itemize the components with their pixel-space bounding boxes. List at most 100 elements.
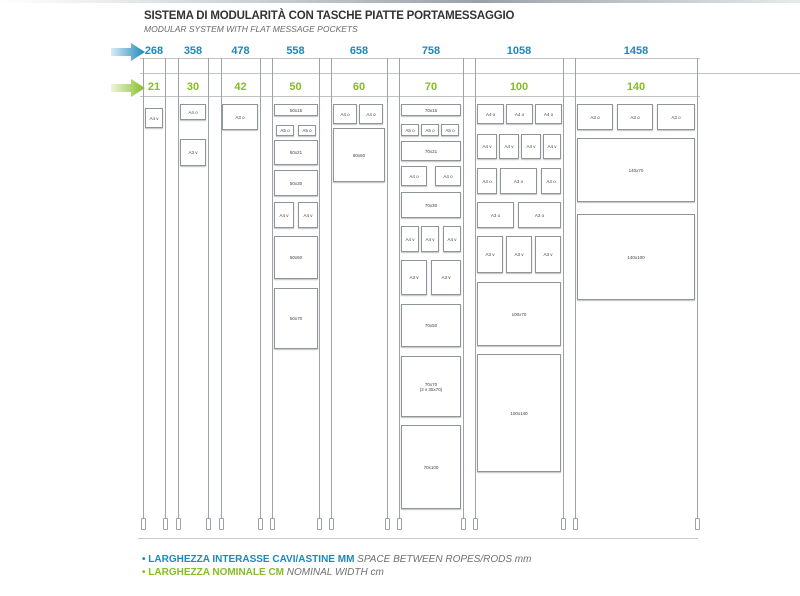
legend-mm: • LARGHEZZA INTERASSE CAVI/ASTINE MM SPA… [142,554,531,565]
message-pocket: A4 v [521,134,541,159]
rope-line [475,58,476,530]
message-pocket: 50x30 [274,170,318,196]
message-pocket: 50x50 [274,236,318,279]
message-pocket: A5 o [276,125,294,136]
message-pocket: 70x15 [401,104,461,116]
width-cm-label: 42 [234,81,247,93]
top-decorative-bar [0,0,800,3]
rope-clip [461,518,466,530]
rope-line [208,58,209,530]
rope-line [143,58,144,530]
rope-clip [473,518,478,530]
message-pocket: 70x50 [401,304,461,347]
rope-line [319,58,320,530]
rope-line [221,58,222,530]
rope-clip [385,518,390,530]
message-pocket: A3 v [180,139,206,166]
cm-guide-line [140,96,700,97]
rope-clip [176,518,181,530]
message-pocket: A4 o [359,104,383,124]
message-pocket: 50x70 [274,288,318,349]
message-pocket: A5 o [298,125,316,136]
message-pocket: 50x15 [274,104,318,116]
message-pocket: A4 v [499,134,519,159]
rope-line [399,58,400,530]
legend-mm-translation: SPACE BETWEEN ROPES/RODS mm [354,554,532,565]
width-mm-label: 268 [144,45,164,57]
message-pocket: A3 v [477,236,503,273]
rope-clip [695,518,700,530]
width-cm-label: 60 [352,81,366,93]
message-pocket: A3 o [577,104,613,130]
message-pocket: A3 v [535,236,561,273]
width-cm-label: 140 [626,81,646,93]
page-title: SISTEMA DI MODULARITÀ CON TASCHE PIATTE … [144,10,515,22]
message-pocket: A4 o [541,168,561,194]
rope-clip [270,518,275,530]
mm-guide-line [140,58,700,59]
rope-line [272,58,273,530]
rope-line [165,58,166,530]
width-mm-label: 358 [183,45,203,57]
message-pocket: A4 v [543,134,561,159]
message-pocket: 60x60 [333,128,385,182]
message-pocket: A4 v [145,108,163,128]
width-cm-label: 30 [186,81,200,93]
message-pocket: 70x100 [401,425,461,509]
rope-clip [206,518,211,530]
width-mm-label: 1058 [506,45,532,57]
message-pocket: 70x30 [401,192,461,218]
legend-cm-label: • LARGHEZZA NOMINALE CM [142,567,285,578]
rope-line [575,58,576,530]
rope-line [697,58,698,530]
rope-clip [397,518,402,530]
width-cm-label: 70 [424,81,438,93]
green-arrow-icon [111,79,145,97]
message-pocket: A4 o [535,104,562,124]
message-pocket: A3 v [431,260,461,295]
width-mm-label: 758 [421,45,441,57]
message-pocket: A3 o [518,202,561,228]
message-pocket: A4 v [298,202,318,228]
message-pocket: 70x70 (2 x 35x70) [401,356,461,417]
page-subtitle: MODULAR SYSTEM WITH FLAT MESSAGE POCKETS [144,24,358,34]
rope-clip [163,518,168,530]
rope-line [563,58,564,530]
width-cm-label: 100 [509,81,529,93]
rope-clip [561,518,566,530]
rope-line [463,58,464,530]
message-pocket: A3 o [657,104,695,130]
message-pocket: A3 o [222,104,258,130]
rope-clip [219,518,224,530]
legend-cm: • LARGHEZZA NOMINALE CM NOMINAL WIDTH cm [142,567,384,578]
message-pocket: 140x70 [577,138,695,202]
message-pocket: A5 o [401,124,419,136]
message-pocket: A4 o [401,166,427,186]
rope-clip [258,518,263,530]
message-pocket: A4 v [443,226,461,252]
message-pocket: A3 v [506,236,532,273]
width-mm-label: 1458 [623,45,649,57]
rope-line [387,58,388,530]
width-mm-label: 658 [349,45,369,57]
rope-clip [317,518,322,530]
message-pocket: A5 o [421,124,439,136]
message-pocket: A3 o [617,104,653,130]
rope-clip [573,518,578,530]
legend-mm-label: • LARGHEZZA INTERASSE CAVI/ASTINE MM [142,554,355,565]
message-pocket: A4 o [180,104,206,120]
message-pocket: A4 v [421,226,439,252]
width-cm-label: 21 [147,81,161,93]
message-pocket: 50x21 [274,140,318,165]
blue-arrow-icon [111,43,145,61]
message-pocket: A3 o [477,202,514,228]
width-mm-label: 478 [231,45,250,57]
message-pocket: A4 o [506,104,533,124]
rope-line [331,58,332,530]
bottom-line [138,538,698,539]
rope-clip [141,518,146,530]
message-pocket: 140x100 [577,214,695,300]
message-pocket: A4 o [333,104,357,124]
message-pocket: 100x140 [477,354,561,472]
message-pocket: A4 v [477,134,497,159]
